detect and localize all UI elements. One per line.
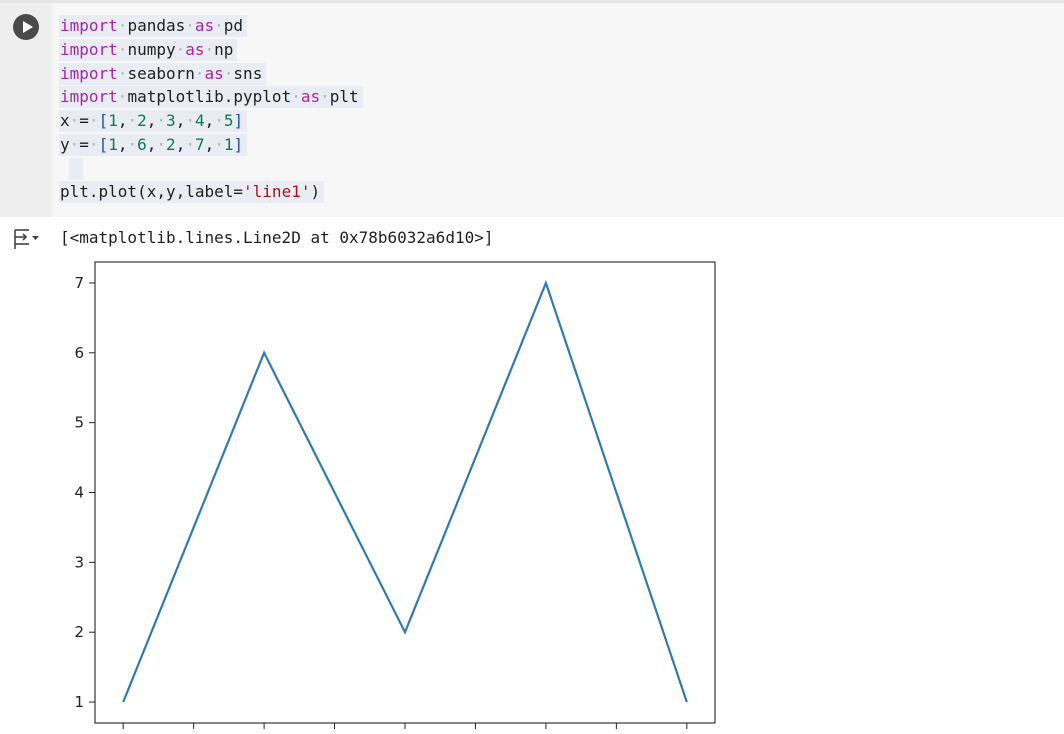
y-tick-label: 2	[74, 623, 84, 641]
top-border	[0, 0, 1064, 3]
code-line[interactable]: x·=·[1,·2,·3,·4,·5]	[59, 110, 248, 132]
run-cell-button[interactable]	[13, 14, 39, 40]
y-tick-label: 6	[74, 344, 84, 362]
code-line[interactable]	[69, 158, 83, 180]
output-actions-icon[interactable]	[13, 227, 41, 251]
code-line[interactable]: plt.plot(x,y,label='line1')	[59, 181, 325, 203]
y-tick-label: 1	[74, 693, 84, 711]
code-line[interactable]: import·numpy·as·np	[59, 39, 238, 61]
y-tick-label: 4	[74, 484, 84, 502]
y-tick-label: 3	[74, 553, 84, 571]
code-line[interactable]: import·matplotlib.pyplot·as·plt	[59, 86, 363, 108]
y-tick-label: 5	[74, 414, 84, 432]
y-tick-label: 7	[74, 274, 84, 292]
code-line[interactable]: import·seaborn·as·sns	[59, 63, 267, 85]
code-line[interactable]: y·=·[1,·6,·2,·7,·1]	[59, 134, 248, 156]
plot-area	[94, 261, 716, 724]
play-icon	[23, 21, 33, 33]
code-editor[interactable]: import·pandas·as·pd import·numpy·as·np imp…	[52, 3, 1064, 217]
output-repr: [<matplotlib.lines.Line2D at 0x78b6032a6…	[60, 228, 494, 247]
code-line[interactable]: import·pandas·as·pd	[59, 15, 248, 37]
